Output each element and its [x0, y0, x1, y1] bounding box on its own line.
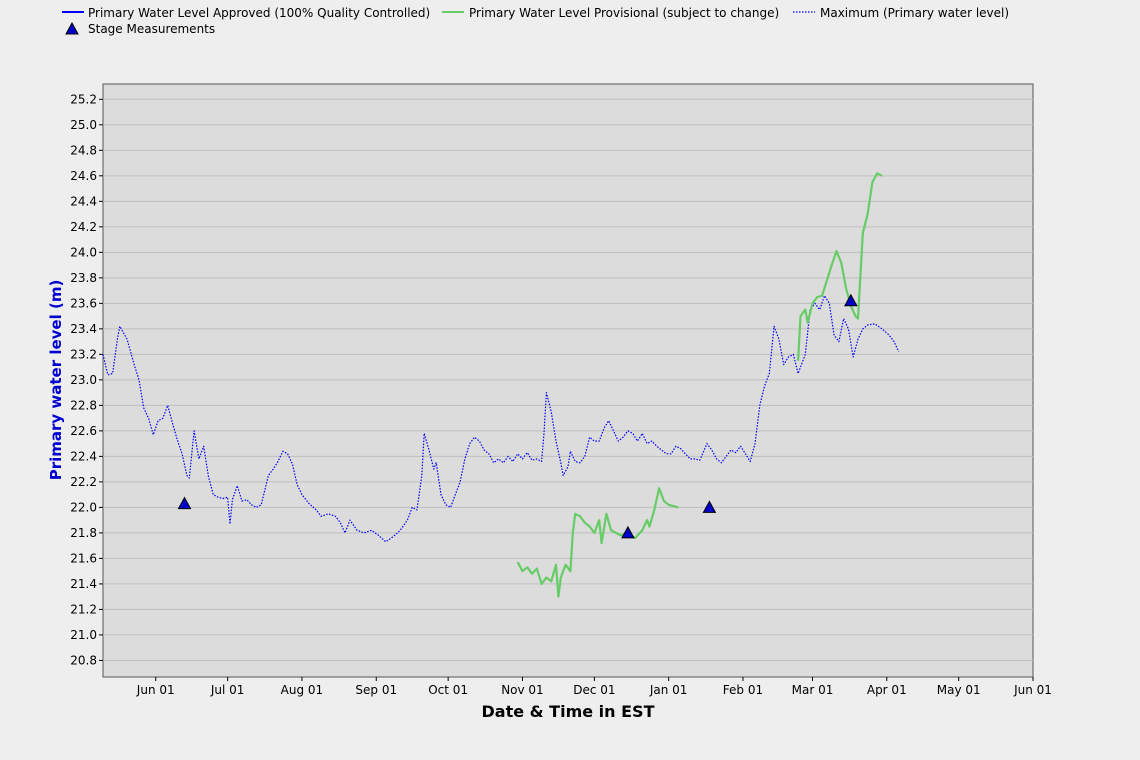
y-tick-label: 21.8 [70, 526, 97, 540]
legend-item-stage: Stage Measurements [65, 21, 215, 36]
y-tick-label: 25.2 [70, 92, 97, 106]
legend-item-approved: Primary Water Level Approved (100% Quali… [62, 6, 430, 20]
y-tick-label: 24.2 [70, 220, 97, 234]
x-tick-label: Oct 01 [428, 683, 468, 697]
x-tick-label: Jan 01 [649, 683, 688, 697]
x-tick-label: Nov 01 [501, 683, 544, 697]
y-tick-label: 24.6 [70, 169, 97, 183]
legend-item-provisional: Primary Water Level Provisional (subject… [442, 6, 779, 20]
y-tick-label: 22.6 [70, 424, 97, 438]
plot-area [102, 83, 1034, 678]
x-tick-label: Mar 01 [792, 683, 834, 697]
y-tick-label: 23.6 [70, 296, 97, 310]
y-tick-label: 20.8 [70, 653, 97, 667]
x-tick-label: Jun 01 [1013, 683, 1052, 697]
grid-lines [103, 98, 1033, 661]
series-provisional-line [797, 172, 883, 361]
y-tick-label: 24.4 [70, 194, 97, 208]
stage-measurement-marker [621, 525, 635, 539]
legend-item-maximum: Maximum (Primary water level) [793, 6, 1009, 20]
y-tick-label: 21.4 [70, 577, 97, 591]
legend: Primary Water Level Approved (100% Quali… [62, 6, 1009, 36]
series-provisional-line [516, 487, 679, 598]
legend-approved-label: Primary Water Level Approved (100% Quali… [88, 6, 430, 20]
x-axis-ticks: Jun 01 Jul 01 Aug 01 Sep 01 Oct 01 Nov 01 Dec … [136, 677, 1052, 697]
y-tick-label: 24.0 [70, 245, 97, 259]
stage-measurement-marker [843, 293, 858, 307]
y-axis-label: Primary water level (m) [47, 280, 65, 481]
x-tick-label: Apr 01 [867, 683, 907, 697]
y-tick-label: 21.2 [70, 602, 97, 616]
y-tick-label: 22.0 [70, 500, 97, 514]
stage-measurement-marker [177, 496, 192, 510]
x-tick-label: Sep 01 [355, 683, 397, 697]
x-tick-label: Aug 01 [281, 683, 324, 697]
x-tick-label: Jun 01 [136, 683, 175, 697]
x-tick-label: May 01 [937, 683, 981, 697]
stage-triangle-icon [65, 21, 79, 35]
y-tick-label: 23.8 [70, 271, 97, 285]
series-lines [102, 172, 900, 598]
y-tick-label: 21.6 [70, 551, 97, 565]
y-tick-label: 21.0 [70, 628, 97, 642]
x-axis-label: Date & Time in EST [482, 702, 655, 721]
y-tick-label: 22.4 [70, 449, 97, 463]
y-tick-label: 23.0 [70, 373, 97, 387]
legend-provisional-label: Primary Water Level Provisional (subject… [469, 6, 779, 20]
x-tick-label: Feb 01 [723, 683, 763, 697]
x-tick-label: Jul 01 [210, 683, 245, 697]
y-tick-label: 22.8 [70, 398, 97, 412]
stage-markers [177, 293, 858, 539]
y-tick-label: 25.0 [70, 118, 97, 132]
y-tick-label: 23.2 [70, 347, 97, 361]
y-tick-label: 22.2 [70, 475, 97, 489]
x-tick-label: Dec 01 [573, 683, 615, 697]
y-tick-label: 24.8 [70, 143, 97, 157]
legend-stage-label: Stage Measurements [88, 22, 215, 36]
y-axis-ticks: 20.8 21.0 21.2 21.4 21.6 21.8 22.0 22.2 22.4 22.6… [70, 92, 103, 667]
y-tick-label: 23.4 [70, 322, 97, 336]
stage-measurement-marker [702, 500, 717, 513]
legend-maximum-label: Maximum (Primary water level) [820, 6, 1009, 20]
